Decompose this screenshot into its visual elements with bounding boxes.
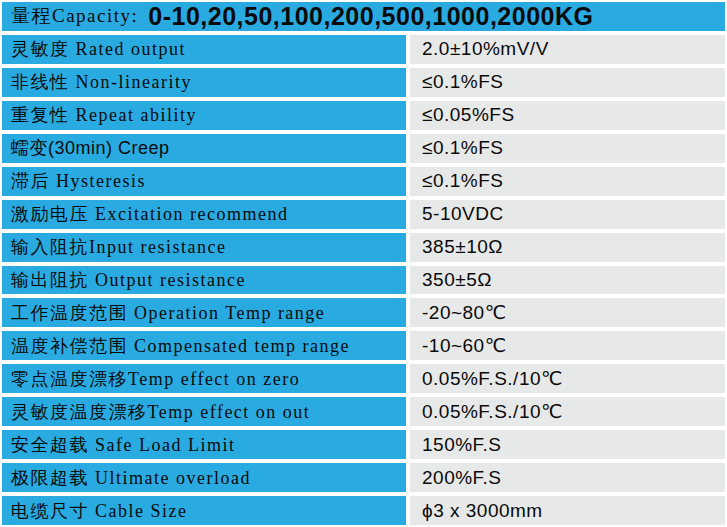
capacity-header: 量程Capacity: 0-10,20,50,100,200,500,1000,…	[2, 2, 725, 31]
spec-label: 输出阻抗 Output resistance	[11, 268, 246, 292]
spec-value: 150%F.S	[422, 434, 502, 456]
spec-row: 工作温度范围 Operation Temp range -20~80℃	[2, 298, 725, 327]
spec-value-cell: 5-10VDC	[410, 200, 725, 229]
spec-row: 温度补偿范围 Compensated temp range -10~60℃	[2, 331, 725, 360]
spec-value: 350±5Ω	[422, 269, 492, 291]
spec-value: 0.05%F.S./10℃	[422, 400, 563, 423]
spec-label: 滞后 Hysteresis	[11, 169, 146, 193]
spec-label: 输入阻抗Input resistance	[11, 235, 226, 259]
spec-row: 重复性 Repeat ability ≤0.05%FS	[2, 101, 725, 130]
spec-value: ϕ3 x 3000mm	[422, 500, 543, 522]
spec-value: 5-10VDC	[422, 203, 504, 225]
spec-label: 激励电压 Excitation recommend	[11, 202, 288, 226]
spec-label-cell: 工作温度范围 Operation Temp range	[2, 298, 406, 327]
spec-label: 电缆尺寸 Cable Size	[11, 499, 187, 523]
spec-value-cell: -10~60℃	[410, 331, 725, 360]
spec-label: 蠕变(30min) Creep	[11, 136, 170, 160]
spec-row: 灵敏度 Rated output 2.0±10%mV/V	[2, 35, 725, 64]
spec-label: 温度补偿范围 Compensated temp range	[11, 334, 350, 358]
spec-value-cell: 0.05%F.S./10℃	[410, 397, 725, 426]
capacity-header-value: 0-10,20,50,100,200,500,1000,2000KG	[148, 2, 593, 31]
spec-label-cell: 输入阻抗Input resistance	[2, 233, 406, 262]
spec-value-cell: ≤0.1%FS	[410, 68, 725, 97]
spec-row: 非线性 Non-linearity ≤0.1%FS	[2, 68, 725, 97]
spec-value: -10~60℃	[422, 334, 507, 357]
spec-row: 输入阻抗Input resistance 385±10Ω	[2, 233, 725, 262]
spec-value-cell: 2.0±10%mV/V	[410, 35, 725, 64]
spec-row: 零点温度漂移Temp effect on zero 0.05%F.S./10℃	[2, 364, 725, 393]
spec-row: 灵敏度温度漂移Temp effect on out 0.05%F.S./10℃	[2, 397, 725, 426]
spec-value: 385±10Ω	[422, 236, 503, 258]
spec-value: ≤0.05%FS	[422, 104, 515, 126]
spec-label-cell: 温度补偿范围 Compensated temp range	[2, 331, 406, 360]
spec-value-cell: 200%F.S	[410, 463, 725, 492]
spec-value-cell: ≤0.1%FS	[410, 134, 725, 163]
spec-row: 输出阻抗 Output resistance 350±5Ω	[2, 266, 725, 295]
spec-label-cell: 非线性 Non-linearity	[2, 68, 406, 97]
spec-value-cell: 150%F.S	[410, 430, 725, 459]
spec-value-cell: -20~80℃	[410, 298, 725, 327]
spec-label-cell: 灵敏度温度漂移Temp effect on out	[2, 397, 406, 426]
spec-value-cell: ≤0.05%FS	[410, 101, 725, 130]
spec-label-cell: 灵敏度 Rated output	[2, 35, 406, 64]
spec-value-cell: 350±5Ω	[410, 266, 725, 295]
spec-label-cell: 激励电压 Excitation recommend	[2, 200, 406, 229]
spec-label-cell: 输出阻抗 Output resistance	[2, 266, 406, 295]
spec-value: ≤0.1%FS	[422, 71, 504, 93]
spec-value-cell: ϕ3 x 3000mm	[410, 496, 725, 525]
capacity-header-label: 量程Capacity:	[11, 3, 138, 29]
spec-label: 工作温度范围 Operation Temp range	[11, 301, 325, 325]
spec-value: ≤0.1%FS	[422, 170, 504, 192]
spec-label-cell: 极限超载 Ultimate overload	[2, 463, 406, 492]
spec-label: 灵敏度 Rated output	[11, 37, 186, 61]
spec-row: 蠕变(30min) Creep ≤0.1%FS	[2, 134, 725, 163]
spec-label: 零点温度漂移Temp effect on zero	[11, 367, 300, 391]
spec-value: -20~80℃	[422, 301, 507, 324]
spec-table: 量程Capacity: 0-10,20,50,100,200,500,1000,…	[0, 0, 727, 527]
spec-value: 200%F.S	[422, 467, 502, 489]
spec-row: 激励电压 Excitation recommend 5-10VDC	[2, 200, 725, 229]
spec-label: 非线性 Non-linearity	[11, 70, 192, 94]
spec-value: 2.0±10%mV/V	[422, 38, 549, 60]
spec-label: 极限超载 Ultimate overload	[11, 466, 251, 490]
spec-label-cell: 滞后 Hysteresis	[2, 167, 406, 196]
spec-label: 安全超载 Safe Load Limit	[11, 433, 235, 457]
spec-row: 滞后 Hysteresis ≤0.1%FS	[2, 167, 725, 196]
spec-label-cell: 零点温度漂移Temp effect on zero	[2, 364, 406, 393]
spec-label: 重复性 Repeat ability	[11, 103, 197, 127]
spec-label: 灵敏度温度漂移Temp effect on out	[11, 400, 310, 424]
spec-label-cell: 安全超载 Safe Load Limit	[2, 430, 406, 459]
spec-value-cell: ≤0.1%FS	[410, 167, 725, 196]
spec-label-cell: 重复性 Repeat ability	[2, 101, 406, 130]
spec-label-cell: 蠕变(30min) Creep	[2, 134, 406, 163]
spec-row: 极限超载 Ultimate overload 200%F.S	[2, 463, 725, 492]
spec-row: 安全超载 Safe Load Limit 150%F.S	[2, 430, 725, 459]
spec-label-cell: 电缆尺寸 Cable Size	[2, 496, 406, 525]
spec-value: ≤0.1%FS	[422, 137, 504, 159]
spec-value-cell: 385±10Ω	[410, 233, 725, 262]
spec-row: 电缆尺寸 Cable Size ϕ3 x 3000mm	[2, 496, 725, 525]
spec-value: 0.05%F.S./10℃	[422, 367, 563, 390]
spec-value-cell: 0.05%F.S./10℃	[410, 364, 725, 393]
